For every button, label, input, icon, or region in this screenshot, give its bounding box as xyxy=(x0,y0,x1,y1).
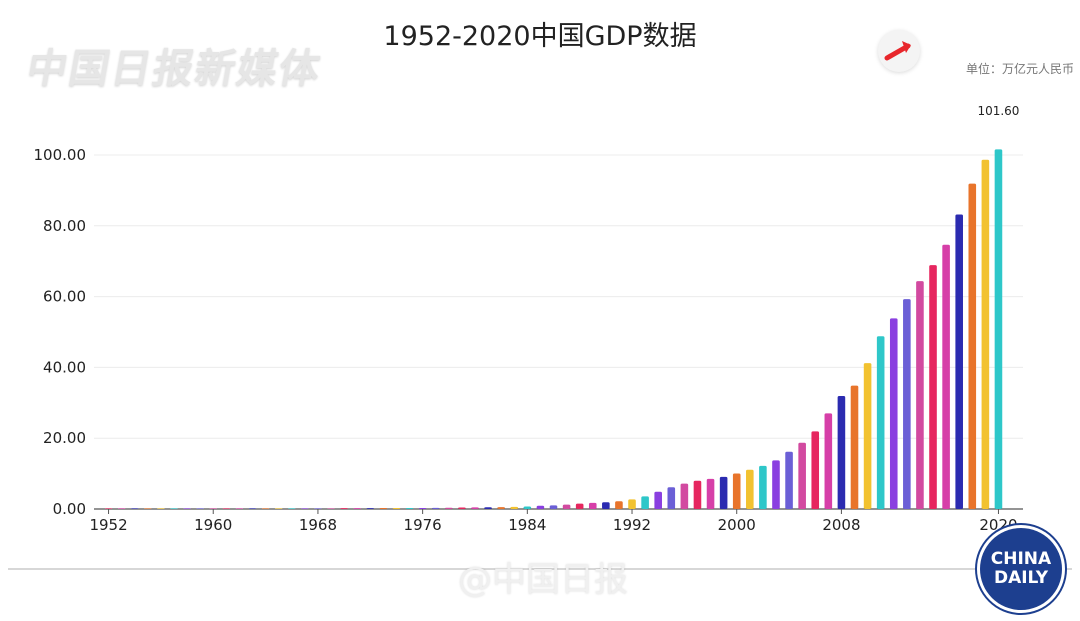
bar-1969 xyxy=(327,508,335,509)
bar-2000 xyxy=(732,473,741,509)
y-tick-label: 40.00 xyxy=(43,358,86,376)
bar-1989 xyxy=(588,502,597,509)
x-tick-label: 1976 xyxy=(404,516,442,534)
y-tick-label: 80.00 xyxy=(43,217,86,235)
y-tick-label: 60.00 xyxy=(43,288,86,306)
bar-1961 xyxy=(222,508,231,509)
bar-1953 xyxy=(117,508,126,509)
bar-1997 xyxy=(693,480,702,509)
x-tick-label: 1984 xyxy=(508,516,546,534)
bar-2010 xyxy=(863,363,872,509)
bar-1957 xyxy=(170,508,178,509)
bar-1974 xyxy=(392,508,401,509)
x-tick-label: 1992 xyxy=(613,516,651,534)
bar-1990 xyxy=(602,502,610,509)
bar-1959 xyxy=(196,508,204,509)
bar-2007 xyxy=(824,413,833,509)
x-tick-label: 1968 xyxy=(299,516,337,534)
bar-2016 xyxy=(942,244,950,509)
bar-1986 xyxy=(549,505,558,509)
x-tick-label: 1960 xyxy=(194,516,232,534)
bar-1996 xyxy=(680,483,689,509)
y-tick-label: 100.00 xyxy=(34,146,87,164)
bottom-divider xyxy=(8,568,1072,570)
bar-2004 xyxy=(785,451,793,509)
bar-1982 xyxy=(497,507,505,509)
bar-1971 xyxy=(353,508,361,509)
bar-1978 xyxy=(445,507,453,509)
y-tick-label: 0.00 xyxy=(53,500,86,518)
china-daily-logo: CHINA DAILY xyxy=(980,528,1062,610)
bar-1987 xyxy=(562,504,571,509)
unit-label: 单位：万亿元人民币 xyxy=(965,62,1074,76)
bar-1966 xyxy=(287,508,296,509)
bar-1963 xyxy=(248,508,257,509)
bar-1979 xyxy=(458,507,466,509)
x-tick-label: 2000 xyxy=(718,516,756,534)
bar-2017 xyxy=(955,214,963,510)
bar-1981 xyxy=(484,507,492,509)
bar-1998 xyxy=(706,478,715,509)
bar-2012 xyxy=(889,318,898,509)
bar-1965 xyxy=(274,508,283,509)
bar-1985 xyxy=(536,505,545,509)
bar-2001 xyxy=(746,469,754,509)
logo-line-1: CHINA xyxy=(990,549,1052,569)
bar-2003 xyxy=(772,460,780,509)
bar-1994 xyxy=(654,491,662,509)
bar-1958 xyxy=(183,508,191,509)
bar-1960 xyxy=(209,508,218,509)
bar-2011 xyxy=(876,336,885,509)
arrow-icon xyxy=(878,30,920,72)
x-tick-label: 2008 xyxy=(822,516,860,534)
bar-1964 xyxy=(261,508,270,509)
bar-1952 xyxy=(104,508,113,509)
bar-1970 xyxy=(340,508,348,509)
data-label-2020: 101.60 xyxy=(977,104,1019,118)
bar-2005 xyxy=(798,442,806,509)
bar-1976 xyxy=(418,507,427,509)
x-tick-label: 1952 xyxy=(89,516,127,534)
bar-1955 xyxy=(144,508,152,509)
bar-2014 xyxy=(916,281,924,509)
bar-1991 xyxy=(615,501,623,509)
bar-1993 xyxy=(641,496,649,509)
bar-2019 xyxy=(981,159,990,510)
bar-1962 xyxy=(235,508,244,509)
y-tick-label: 20.00 xyxy=(43,429,86,447)
bar-1999 xyxy=(719,476,728,509)
bar-2020 xyxy=(994,149,1003,509)
bar-1968 xyxy=(314,508,322,509)
watermark-bottom: @中国日报 xyxy=(458,560,628,600)
bar-1972 xyxy=(366,508,375,509)
bar-1977 xyxy=(431,507,440,509)
bar-2015 xyxy=(929,265,937,509)
chart-title: 1952-2020中国GDP数据 xyxy=(383,21,697,52)
bar-1984 xyxy=(523,506,532,509)
bar-2018 xyxy=(968,183,977,509)
logo-line-2: DAILY xyxy=(993,568,1049,588)
bar-1956 xyxy=(157,508,165,509)
bar-2002 xyxy=(759,465,767,509)
bar-1983 xyxy=(510,506,519,509)
bar-2008 xyxy=(837,396,846,509)
bar-1975 xyxy=(405,507,414,509)
bar-1954 xyxy=(130,508,139,509)
bar-1973 xyxy=(379,508,388,509)
arrow-icon-shape xyxy=(884,41,911,61)
bar-1980 xyxy=(471,507,479,509)
bar-1967 xyxy=(301,508,309,509)
bar-2013 xyxy=(903,299,911,509)
bar-2009 xyxy=(850,385,859,509)
bar-1988 xyxy=(575,503,584,509)
bar-1995 xyxy=(667,487,676,509)
bar-1992 xyxy=(628,499,636,509)
bar-2006 xyxy=(811,431,820,509)
